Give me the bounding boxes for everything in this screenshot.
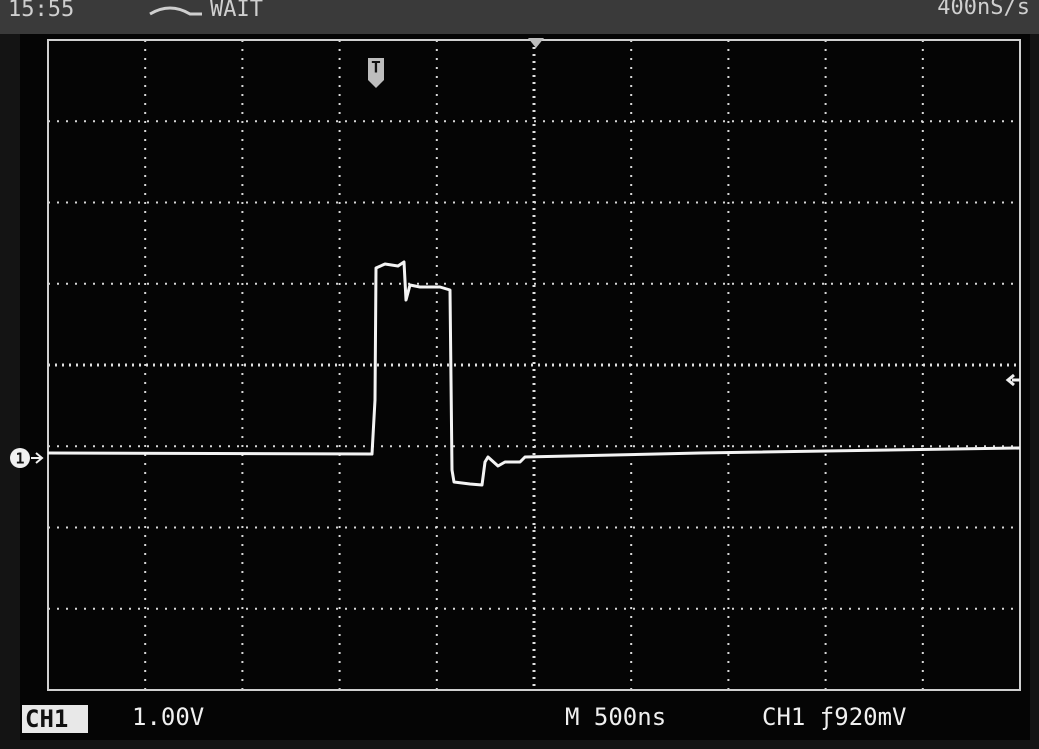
oscilloscope-screen: 15:55 WAIT 400nS/s T 1 CH1 1.00V M 500ns… bbox=[0, 0, 1039, 749]
status-bar bbox=[0, 0, 1039, 34]
status-mode: WAIT bbox=[210, 0, 263, 22]
footer-channel: CH1 bbox=[25, 705, 68, 733]
status-sample-rate: 400nS/s bbox=[937, 0, 1030, 20]
footer-scale: 1.00V bbox=[132, 703, 204, 731]
footer-timebase: M 500ns bbox=[565, 703, 666, 731]
trigger-marker-label: T bbox=[371, 58, 381, 77]
channel-marker-label: 1 bbox=[15, 450, 24, 468]
status-time: 15:55 bbox=[8, 0, 74, 22]
display bbox=[20, 34, 1030, 700]
footer-trigger: CH1 ƒ920mV bbox=[762, 703, 907, 731]
